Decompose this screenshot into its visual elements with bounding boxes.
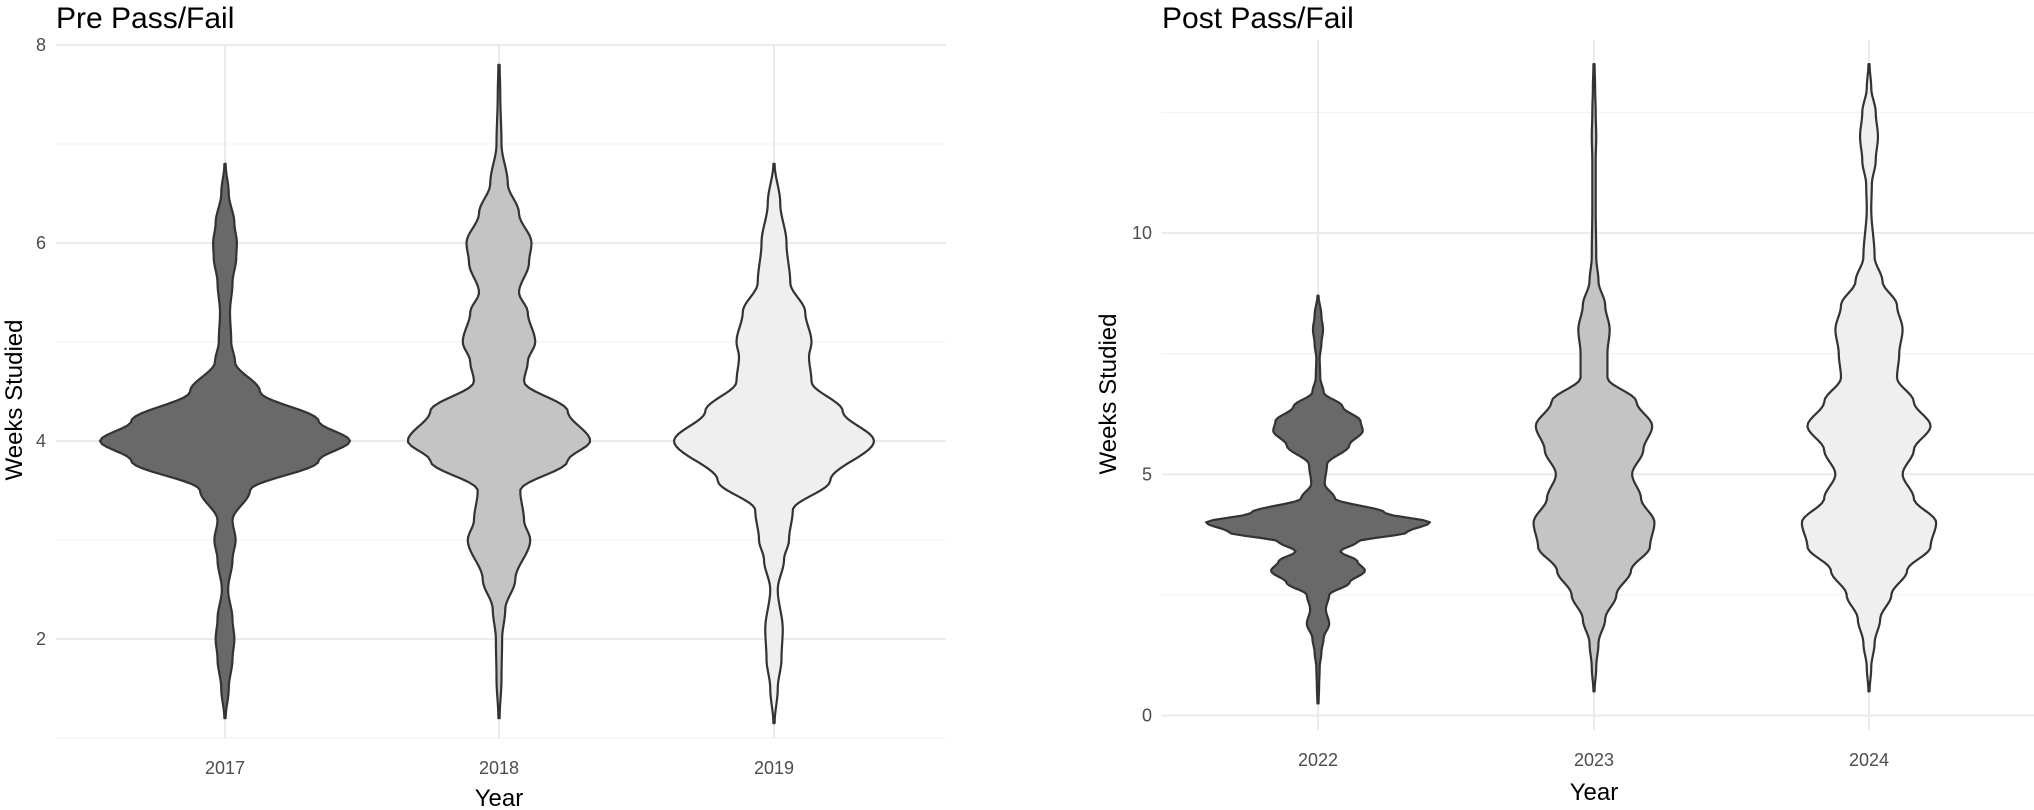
violin-2018 — [406, 63, 592, 720]
y-tick-label: 2 — [36, 629, 46, 649]
x-axis-title-post: Year — [1570, 779, 1619, 806]
y-tick-label: 8 — [36, 35, 46, 55]
panel-title-pre: Pre Pass/Fail — [56, 2, 234, 35]
violin-2019 — [672, 162, 876, 725]
x-tick-label: 2022 — [1298, 750, 1338, 770]
y-axis-title-post: Weeks Studied — [1095, 314, 1122, 475]
y-tick-label: 10 — [1132, 223, 1152, 243]
violin-2024 — [1800, 63, 1938, 693]
violin-2017 — [98, 162, 352, 720]
y-tick-label: 5 — [1142, 464, 1152, 484]
x-axis-title-pre: Year — [475, 785, 524, 810]
y-axis-title-pre: Weeks Studied — [1, 320, 28, 481]
x-tick-label: 2019 — [754, 758, 794, 778]
x-tick-label: 2017 — [205, 758, 245, 778]
x-tick-label: 2023 — [1574, 750, 1614, 770]
violin-2023 — [1532, 63, 1656, 693]
x-tick-label: 2018 — [479, 758, 519, 778]
x-tick-label: 2024 — [1849, 750, 1889, 770]
panel-pre-pass-fail: Pre Pass/Fail Year Weeks Studied 2 4 6 8 201… — [1, 2, 946, 810]
y-tick-label: 4 — [36, 431, 46, 451]
violin-2022 — [1205, 294, 1431, 705]
panel-post-pass-fail: Post Pass/Fail Year Weeks Studied 0 5 10 20… — [1095, 2, 2034, 806]
y-tick-label: 0 — [1142, 706, 1152, 726]
panel-title-post: Post Pass/Fail — [1162, 2, 1354, 35]
y-tick-label: 6 — [36, 233, 46, 253]
